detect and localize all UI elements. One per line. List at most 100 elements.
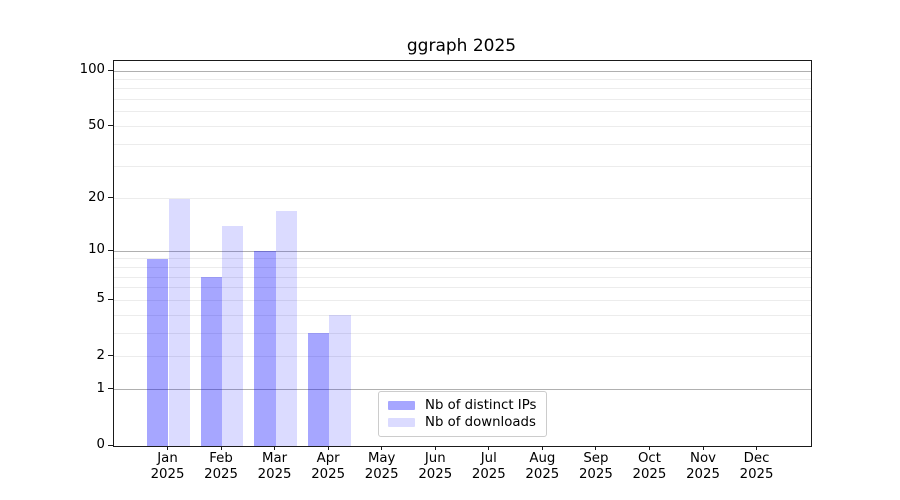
x-tick-mark	[220, 446, 222, 450]
bar-distinct-ips	[200, 277, 223, 446]
x-tick-month: May	[367, 451, 396, 466]
x-tick-mark	[756, 446, 758, 450]
x-tick-mark	[434, 446, 436, 450]
minor-gridline	[114, 258, 811, 260]
legend-swatch-downloads	[388, 418, 415, 427]
major-gridline	[114, 70, 811, 72]
chart-title: ggraph 2025	[406, 36, 517, 56]
x-tick-label: Apr 2025	[296, 451, 360, 483]
x-tick-year: 2025	[739, 467, 774, 482]
minor-gridline	[114, 276, 811, 278]
bar-downloads	[168, 198, 190, 446]
x-tick-mark	[595, 446, 597, 450]
x-tick-month: Oct	[637, 451, 661, 466]
minor-gridline	[114, 356, 811, 358]
minor-gridline	[114, 287, 811, 289]
x-tick-month: Apr	[316, 451, 340, 466]
x-tick-label: Feb 2025	[189, 451, 253, 483]
x-tick-year: 2025	[418, 467, 453, 482]
y-tick-mark	[108, 197, 113, 199]
x-tick-label: Jun 2025	[403, 451, 467, 483]
minor-gridline	[114, 126, 811, 128]
x-tick-label: Sep 2025	[564, 451, 628, 483]
bar-distinct-ips	[254, 251, 276, 446]
x-tick-label: May 2025	[350, 451, 414, 483]
x-tick-month: Mar	[262, 451, 288, 466]
x-tick-year: 2025	[632, 467, 667, 482]
x-tick-year: 2025	[204, 467, 238, 482]
x-tick-year: 2025	[471, 467, 506, 482]
x-tick-month: Dec	[743, 451, 770, 466]
minor-gridline	[114, 266, 811, 268]
x-tick-month: Jan	[157, 451, 178, 466]
minor-gridline	[114, 143, 811, 145]
y-tick-label: 5	[96, 291, 105, 307]
legend: Nb of distinct IPs Nb of downloads	[378, 391, 548, 437]
major-gridline	[114, 389, 811, 391]
minor-gridline	[114, 314, 811, 316]
x-tick-month: Nov	[690, 451, 716, 466]
y-tick-label: 100	[79, 62, 105, 77]
minor-gridline	[114, 198, 811, 200]
x-tick-year: 2025	[364, 467, 399, 482]
bar-downloads	[222, 225, 244, 446]
x-tick-year: 2025	[578, 467, 613, 482]
x-tick-mark	[648, 446, 650, 450]
x-tick-mark	[541, 446, 543, 450]
y-tick-label: 2	[96, 347, 105, 363]
x-tick-month: Jul	[480, 451, 497, 466]
x-tick-year: 2025	[150, 467, 185, 482]
x-tick-month: Aug	[529, 451, 556, 466]
legend-swatch-distinct-ips	[388, 401, 415, 410]
y-tick-label: 1	[96, 380, 105, 396]
x-tick-label: Jan 2025	[136, 451, 200, 483]
x-tick-label: Jul 2025	[457, 451, 521, 483]
y-tick-mark	[108, 444, 113, 446]
bar-downloads	[275, 211, 297, 446]
x-tick-month: Sep	[583, 451, 609, 466]
x-tick-year: 2025	[257, 467, 292, 482]
x-tick-year: 2025	[686, 467, 720, 482]
x-tick-mark	[327, 446, 329, 450]
y-tick-mark	[108, 69, 113, 71]
minor-gridline	[114, 166, 811, 168]
legend-item-distinct-ips: Nb of distinct IPs	[388, 397, 536, 414]
x-tick-mark	[167, 446, 168, 450]
bar-distinct-ips	[147, 258, 169, 446]
bar-downloads	[329, 315, 351, 446]
minor-gridline	[114, 111, 811, 113]
x-tick-month: Jun	[424, 451, 446, 466]
minor-gridline	[114, 88, 811, 90]
x-tick-label: Aug 2025	[510, 451, 574, 483]
y-tick-mark	[108, 355, 113, 357]
minor-gridline	[114, 332, 811, 334]
y-tick-mark	[108, 298, 113, 300]
x-tick-label: Nov 2025	[671, 451, 735, 483]
x-tick-mark	[274, 446, 276, 450]
major-gridline	[114, 250, 811, 252]
y-tick-label: 0	[96, 437, 105, 452]
x-tick-mark	[488, 446, 490, 450]
x-tick-year: 2025	[311, 467, 346, 482]
x-tick-mark	[381, 446, 383, 450]
plot-area	[113, 60, 812, 447]
x-tick-month: Feb	[209, 451, 233, 466]
x-tick-label: Oct 2025	[617, 451, 681, 483]
y-tick-mark	[108, 249, 113, 251]
minor-gridline	[114, 78, 811, 80]
y-tick-label: 50	[88, 117, 105, 133]
legend-label-downloads: Nb of downloads	[425, 415, 536, 430]
y-tick-label: 20	[88, 189, 105, 205]
minor-gridline	[114, 299, 811, 301]
x-tick-label: Mar 2025	[243, 451, 307, 483]
bar-distinct-ips	[307, 333, 330, 446]
y-tick-mark	[108, 388, 113, 390]
x-tick-year: 2025	[525, 467, 560, 482]
legend-item-downloads: Nb of downloads	[388, 414, 536, 431]
minor-gridline	[114, 99, 811, 101]
y-tick-mark	[108, 125, 113, 127]
x-tick-mark	[702, 446, 704, 450]
x-tick-label: Dec 2025	[725, 451, 789, 483]
legend-label-distinct-ips: Nb of distinct IPs	[425, 398, 537, 413]
